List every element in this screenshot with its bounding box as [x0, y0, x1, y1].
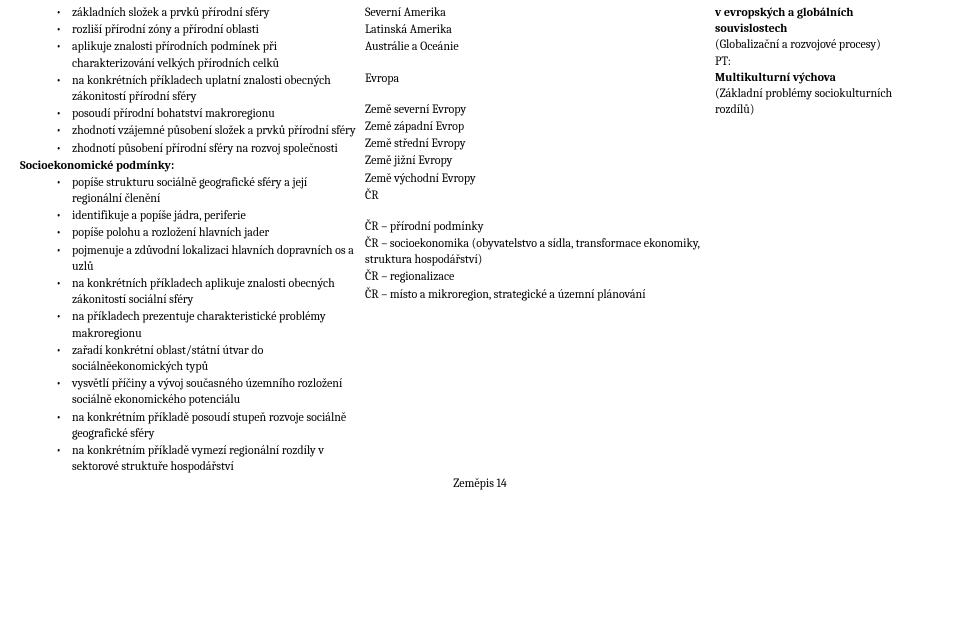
text-line: Latinská Amerika — [365, 21, 707, 37]
list-item: zařadí konkrétní oblast/státní útvar do … — [52, 342, 357, 374]
text-line: ČR – socioekonomika (obyvatelstvo a sídl… — [365, 235, 707, 267]
text-line: Severní Amerika — [365, 4, 707, 20]
list-item: vysvětlí příčiny a vývoj současného územ… — [52, 375, 357, 407]
list-item: popíše polohu a rozložení hlavních jader — [52, 224, 357, 240]
cross-topic-paren-1: (Globalizační a rozvojové procesy) — [715, 36, 910, 52]
text-line: Země střední Evropy — [365, 135, 707, 151]
list-item: aplikuje znalosti přírodních podmínek př… — [52, 38, 357, 70]
multikulturni-heading: Multikulturní výchova — [715, 69, 910, 85]
text-line: Země východní Evropy — [365, 170, 707, 186]
list-item: zhodnotí vzájemné působení složek a prvk… — [52, 122, 357, 138]
list-item: na konkrétním příkladě vymezí regionální… — [52, 442, 357, 474]
text-line: Země severní Evropy — [365, 101, 707, 117]
section-heading: Socioekonomické podmínky: — [20, 157, 357, 173]
column-2-text: Severní AmerikaLatinská AmerikaAustrálie… — [365, 4, 707, 475]
text-line: Země jižní Evropy — [365, 152, 707, 168]
text-line: Evropa — [365, 70, 707, 86]
list-item: pojmenuje a zdůvodní lokalizaci hlavních… — [52, 242, 357, 274]
list-item: na konkrétních příkladech uplatní znalos… — [52, 72, 357, 104]
cross-topic-paren-2: (Základní problémy sociokulturních rozdí… — [715, 85, 910, 117]
list-item: posoudí přírodní bohatství makroregionu — [52, 105, 357, 121]
list-item: popíše strukturu sociálně geografické sf… — [52, 174, 357, 206]
text-line: Země západní Evrop — [365, 118, 707, 134]
text-line: Austrálie a Oceánie — [365, 38, 707, 54]
page-footer: Zeměpis 14 — [20, 475, 940, 491]
bullet-list-pre: základních složek a prvků přírodní sféry… — [20, 4, 357, 156]
cross-topic-heading-line1: v evropských a globálních — [715, 5, 853, 19]
list-item: identifikuje a popíše jádra, periferie — [52, 207, 357, 223]
pt-label: PT: — [715, 53, 910, 69]
text-line: ČR – regionalizace — [365, 268, 707, 284]
list-item: rozliší přírodní zóny a přírodní oblasti — [52, 21, 357, 37]
text-line: ČR – místo a mikroregion, strategické a … — [365, 286, 707, 302]
list-item: na konkrétním příkladě posoudí stupeň ro… — [52, 409, 357, 441]
list-item: základních složek a prvků přírodní sféry — [52, 4, 357, 20]
list-item: na konkrétních příkladech aplikuje znalo… — [52, 275, 357, 307]
bullet-list-post: popíše strukturu sociálně geografické sf… — [20, 174, 357, 474]
column-2: Severní AmerikaLatinská AmerikaAustrálie… — [365, 4, 715, 475]
cross-topic-heading-line2: souvislostech — [715, 21, 787, 35]
column-1: základních složek a prvků přírodní sféry… — [20, 4, 365, 475]
text-line: ČR – přírodní podmínky — [365, 218, 707, 234]
list-item: zhodnotí působení přírodní sféry na rozv… — [52, 140, 357, 156]
list-item: na příkladech prezentuje charakteristick… — [52, 308, 357, 340]
column-3: v evropských a globálních souvislostech … — [715, 4, 910, 475]
document-page: základních složek a prvků přírodní sféry… — [20, 4, 940, 475]
text-line: ČR — [365, 187, 707, 203]
